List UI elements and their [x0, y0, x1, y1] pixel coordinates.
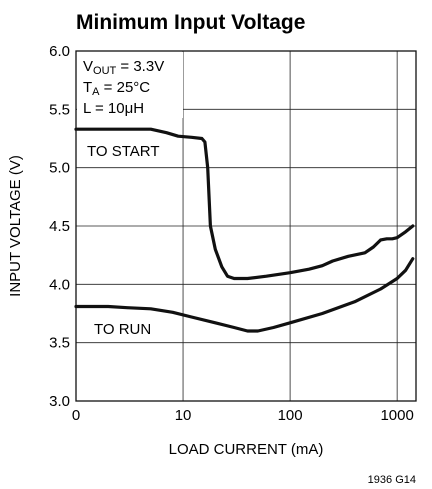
- series-label-to-start: TO START: [87, 143, 160, 160]
- y-tick-label: 6.0: [49, 43, 70, 60]
- series-line-to-start: [74, 127, 415, 281]
- x-tick-label: 1000: [380, 407, 413, 424]
- to-start-label-bg: [80, 140, 162, 162]
- figure-id: 1936 G14: [368, 474, 416, 486]
- y-tick-label: 5.0: [49, 160, 70, 177]
- plot-frame: [75, 50, 417, 402]
- y-tick-label: 3.5: [49, 335, 70, 352]
- x-tick-label: 10: [175, 407, 192, 424]
- conditions-box: [77, 52, 183, 118]
- series-label-to-run: TO RUN: [94, 321, 151, 338]
- y-tick-label: 4.5: [49, 218, 70, 235]
- x-tick-label: 0: [72, 407, 80, 424]
- to-run-label-bg: [90, 318, 156, 340]
- series-line-to-run: [74, 257, 415, 333]
- y-tick-labels: 3.0 3.5 4.0 4.5 5.0 5.5 6.0: [49, 43, 70, 410]
- chart-title: Minimum Input Voltage: [76, 11, 305, 34]
- x-tick-label: 100: [278, 407, 303, 424]
- y-tick-label: 5.5: [49, 101, 70, 118]
- y-tick-label: 3.0: [49, 393, 70, 410]
- x-axis-label: LOAD CURRENT (mA): [169, 441, 324, 458]
- y-tick-label: 4.0: [49, 276, 70, 293]
- condition-ta: TA = 25°C: [83, 79, 150, 98]
- y-axis-label: INPUT VOLTAGE (V): [7, 155, 24, 297]
- condition-inductance: L = 10μH: [83, 100, 144, 117]
- series-lines: [74, 127, 415, 333]
- x-tick-labels: 0 10 100 1000: [72, 407, 414, 424]
- condition-vout: VOUT = 3.3V: [83, 58, 164, 77]
